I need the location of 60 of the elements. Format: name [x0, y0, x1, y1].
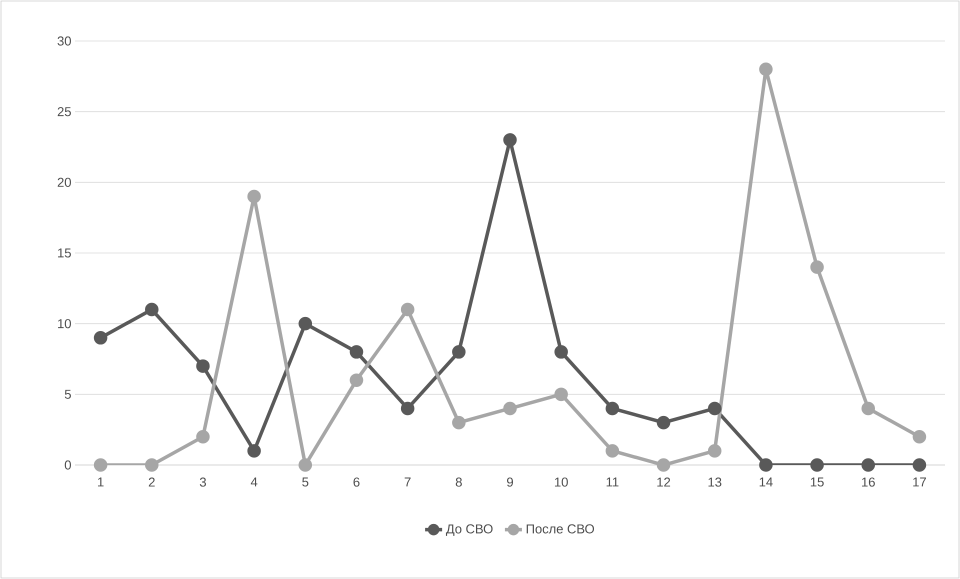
point	[606, 402, 620, 416]
x-tick-label: 2	[148, 478, 155, 487]
point	[196, 430, 210, 444]
point	[196, 359, 210, 373]
point	[452, 345, 466, 359]
point	[247, 190, 261, 204]
point	[145, 458, 159, 472]
legend-label: После СВО	[526, 524, 594, 534]
y-tick-label: 15	[58, 248, 71, 258]
point	[912, 458, 926, 472]
y-tick-label: 10	[58, 319, 71, 328]
x-tick-label: 15	[810, 478, 824, 487]
point	[94, 331, 108, 345]
point	[298, 458, 312, 472]
x-tick-label: 6	[354, 478, 360, 487]
x-tick-label: 13	[708, 478, 722, 487]
x-tick-label: 17	[913, 478, 926, 486]
y-tick-label: 30	[58, 36, 71, 46]
point	[400, 402, 414, 416]
point	[912, 430, 926, 444]
point	[708, 444, 722, 458]
x-tick-label: 16	[862, 478, 875, 487]
point	[400, 302, 414, 316]
point	[503, 133, 517, 147]
x-tick-label: 3	[200, 478, 206, 487]
x-tick-label: 1	[98, 478, 104, 486]
point	[247, 444, 261, 458]
x-tick-label: 9	[507, 478, 513, 487]
x-tick-label: 10	[554, 478, 568, 487]
y-tick-label: 5	[64, 390, 71, 399]
point	[656, 416, 670, 430]
point	[861, 458, 875, 472]
y-tick-label: 0	[64, 460, 71, 470]
point	[606, 444, 620, 458]
point	[861, 402, 875, 416]
x-tick-label: 14	[760, 478, 773, 486]
point	[452, 416, 466, 430]
x-tick-label: 8	[456, 478, 462, 487]
y-tick-label: 20	[58, 178, 71, 187]
x-tick-label: 12	[657, 478, 670, 487]
point	[554, 345, 568, 359]
point	[759, 458, 773, 472]
point	[759, 62, 773, 76]
y-tick-label: 25	[58, 107, 71, 116]
point	[298, 316, 312, 330]
point	[145, 302, 159, 316]
point	[810, 260, 824, 274]
point	[350, 345, 364, 359]
point	[503, 402, 517, 416]
point	[656, 458, 670, 472]
x-tick-label: 5	[302, 478, 308, 487]
legend-label: До СВО	[446, 524, 493, 536]
point	[554, 388, 568, 402]
point	[810, 458, 824, 472]
x-tick-label: 11	[606, 478, 618, 486]
point	[350, 373, 364, 387]
x-tick-label: 4	[250, 478, 258, 486]
x-tick-label: 7	[404, 478, 411, 486]
point	[94, 458, 108, 472]
point	[708, 402, 722, 416]
